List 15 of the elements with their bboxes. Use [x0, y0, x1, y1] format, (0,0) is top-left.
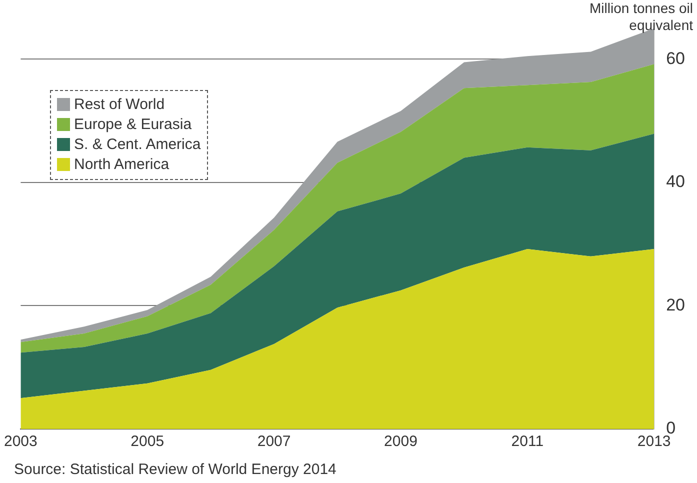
x-tick-label: 2009: [384, 433, 418, 450]
x-tick-label: 2005: [130, 433, 164, 450]
y-tick-label: 40: [666, 172, 686, 192]
x-tick-label: 2003: [4, 433, 38, 450]
x-tick-label: 2011: [511, 433, 544, 450]
y-axis-title: Million tonnes oil equivalent: [588, 0, 693, 34]
y-tick-label: 60: [666, 48, 686, 68]
legend-label: S. & Cent. America: [73, 135, 201, 155]
x-tick-label: 2013: [637, 433, 671, 450]
y-tick-label: 20: [666, 295, 686, 314]
legend-label: Rest of World: [73, 95, 166, 115]
legend-label: North America: [73, 155, 170, 175]
x-tick-label: 2007: [257, 433, 291, 450]
legend-label: Europe & Eurasia: [73, 115, 193, 135]
source-note: Source: Statistical Review of World Energy 2014: [14, 461, 336, 478]
